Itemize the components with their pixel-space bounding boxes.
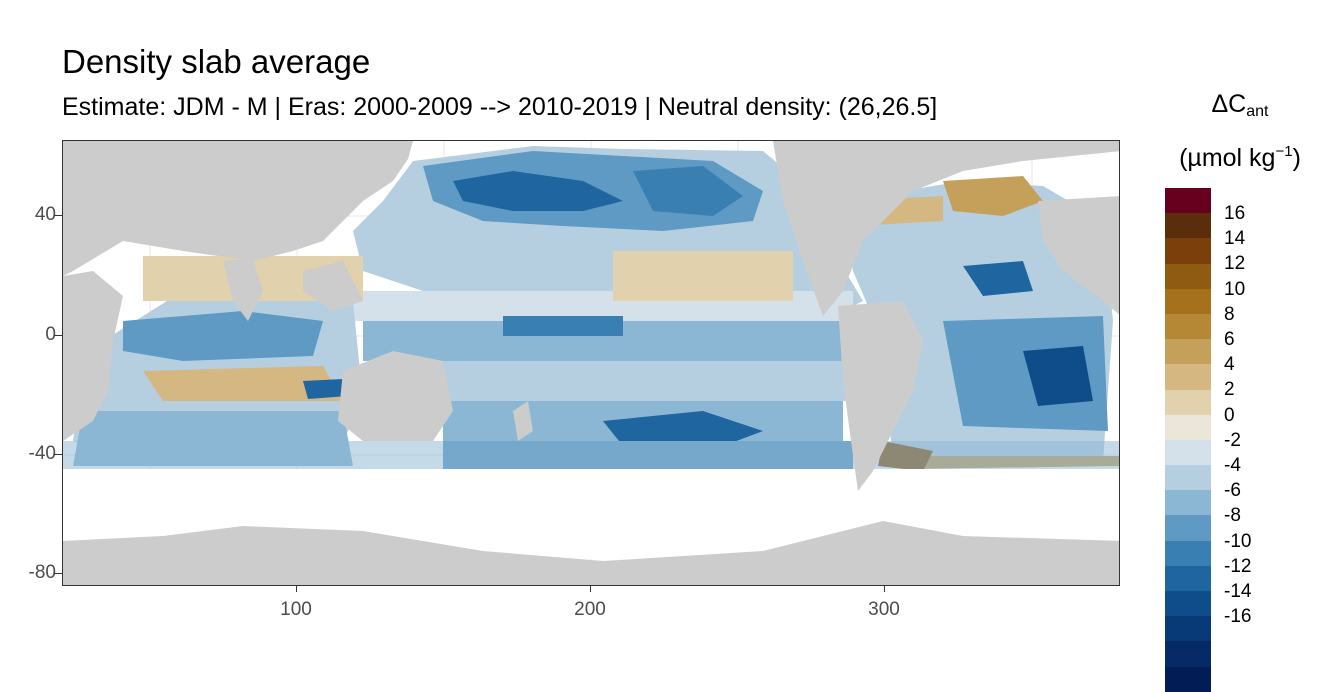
legend-swatch: [1165, 288, 1211, 314]
ocean-data: [63, 146, 1119, 471]
legend-label: 8: [1224, 303, 1235, 325]
legend-swatch: [1165, 616, 1211, 642]
legend-label: -4: [1224, 455, 1241, 476]
map-svg: [63, 141, 1119, 585]
legend-swatch: [1165, 364, 1211, 390]
legend-colorbar: [1165, 188, 1211, 692]
legend-swatch: [1165, 263, 1211, 289]
legend-label: 14: [1224, 228, 1246, 250]
legend-swatch: [1165, 389, 1211, 415]
legend-swatch: [1165, 490, 1211, 516]
legend-label: -2: [1224, 429, 1241, 451]
land-masses: [63, 141, 1119, 585]
y-tick-0: [54, 335, 62, 336]
legend-label: -16: [1224, 606, 1252, 628]
legend-label: -6: [1224, 480, 1241, 502]
y-tick-label-minus40: -40: [28, 443, 56, 464]
map-panel: [62, 140, 1120, 586]
chart-subtitle: Estimate: JDM - M | Eras: 2000-2009 --> …: [62, 93, 938, 121]
legend-label: 10: [1224, 278, 1246, 300]
legend-label: 6: [1224, 329, 1235, 350]
legend-swatch: [1165, 641, 1211, 667]
x-tick-label-300: 300: [868, 599, 900, 620]
legend-swatch: [1165, 591, 1211, 617]
legend-label: 12: [1224, 253, 1246, 275]
legend-swatch: [1165, 188, 1211, 214]
x-tick-300: [884, 586, 885, 592]
legend-swatch: [1165, 540, 1211, 566]
y-tick-label-0: 0: [45, 324, 56, 345]
x-tick-label-200: 200: [574, 599, 606, 620]
y-tick-label-minus80: -80: [28, 562, 56, 583]
legend-title: ΔCant: [1211, 90, 1269, 120]
legend-swatch: [1165, 565, 1211, 591]
legend-swatch: [1165, 238, 1211, 264]
legend-label: -8: [1224, 505, 1241, 527]
y-tick-40: [54, 215, 62, 216]
legend-swatch: [1165, 666, 1211, 692]
x-tick-label-100: 100: [280, 599, 312, 620]
legend-label: -14: [1224, 581, 1252, 602]
legend-label: 2: [1224, 379, 1235, 401]
chart-title: Density slab average: [62, 43, 371, 80]
legend-swatch: [1165, 515, 1211, 541]
legend-swatch: [1165, 313, 1211, 340]
legend-label: 16: [1224, 203, 1246, 224]
legend-swatch: [1165, 465, 1211, 491]
x-tick-100: [296, 586, 297, 592]
legend-swatch: [1165, 414, 1211, 440]
legend-unit: (µmol kg−1): [1179, 143, 1301, 172]
legend-label: 4: [1224, 354, 1235, 376]
legend-label: -10: [1224, 530, 1252, 552]
legend-label: -12: [1224, 555, 1252, 577]
legend-swatch: [1165, 339, 1211, 365]
y-tick-minus40: [54, 454, 62, 455]
y-tick-minus80: [54, 573, 62, 574]
x-tick-200: [590, 586, 591, 592]
legend-swatch: [1165, 439, 1211, 466]
legend-label: 0: [1224, 404, 1235, 426]
y-tick-label-40: 40: [34, 204, 56, 225]
legend-swatch: [1165, 213, 1211, 239]
